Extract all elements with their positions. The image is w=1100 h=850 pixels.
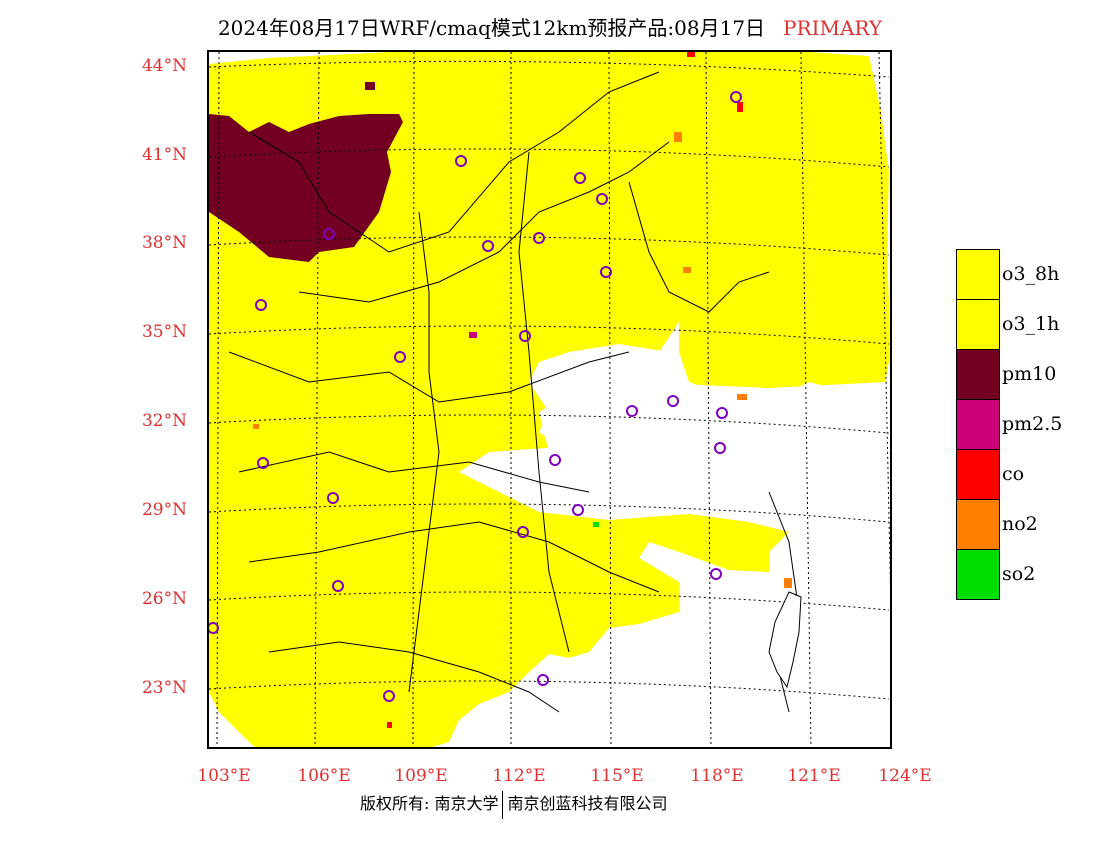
lat-label-23n: 23°N bbox=[141, 678, 187, 698]
map-title: 2024年08月17日WRF/cmaq模式12km预报产品:08月17日 PRIM… bbox=[0, 12, 1100, 41]
company-text: 南京创蓝科技有限公司 bbox=[507, 794, 668, 813]
legend-label-pm10: pm10 bbox=[1002, 363, 1057, 385]
legend-label-so2: so2 bbox=[1002, 563, 1036, 585]
taiwan-outline bbox=[768, 591, 802, 689]
legend-labels: o3_8h o3_1h pm10 pm2.5 co no2 so2 bbox=[1002, 249, 1062, 599]
lon-label-115e: 115°E bbox=[590, 766, 644, 786]
legend-label-o3_1h: o3_1h bbox=[1002, 313, 1060, 335]
lon-label-118e: 118°E bbox=[690, 766, 744, 786]
legend-swatch-pm10 bbox=[957, 350, 999, 400]
primary-tag: PRIMARY bbox=[783, 16, 883, 40]
lat-label-35n: 35°N bbox=[141, 322, 187, 342]
forecast-map[interactable] bbox=[207, 50, 892, 749]
legend-label-pm25: pm2.5 bbox=[1002, 413, 1063, 435]
lon-label-109e: 109°E bbox=[394, 766, 448, 786]
copyright-text: 版权所有: 南京大学 bbox=[360, 794, 499, 813]
legend-swatch-o3_1h bbox=[957, 300, 999, 350]
lat-label-26n: 26°N bbox=[141, 589, 187, 609]
lat-label-38n: 38°N bbox=[141, 233, 187, 253]
clean-air-region-delta bbox=[539, 322, 890, 492]
province-borders bbox=[228, 71, 800, 713]
lon-label-106e: 106°E bbox=[297, 766, 351, 786]
lon-label-121e: 121°E bbox=[787, 766, 841, 786]
legend-swatch-no2 bbox=[957, 500, 999, 550]
lat-label-41n: 41°N bbox=[141, 145, 187, 165]
legend-swatch-o3_8h bbox=[957, 250, 999, 300]
lon-label-124e: 124°E bbox=[878, 766, 932, 786]
legend-swatch-co bbox=[957, 450, 999, 500]
copyright-footer: 版权所有: 南京大学 南京创蓝科技有限公司 bbox=[360, 790, 668, 819]
lon-label-112e: 112°E bbox=[492, 766, 546, 786]
legend-label-no2: no2 bbox=[1002, 513, 1038, 535]
legend-label-co: co bbox=[1002, 463, 1025, 485]
city-markers bbox=[209, 91, 742, 702]
lat-label-32n: 32°N bbox=[141, 411, 187, 431]
pollutant-pixels bbox=[253, 52, 792, 728]
o3-coverage-region bbox=[209, 52, 890, 747]
legend-swatch-so2 bbox=[957, 550, 999, 599]
legend-label-o3_8h: o3_8h bbox=[1002, 263, 1060, 285]
legend-swatches bbox=[956, 249, 1000, 600]
legend-swatch-pm25 bbox=[957, 400, 999, 450]
lat-label-29n: 29°N bbox=[141, 500, 187, 520]
title-text: 2024年08月17日WRF/cmaq模式12km预报产品:08月17日 bbox=[217, 16, 766, 40]
footer-divider bbox=[502, 790, 504, 819]
map-canvas bbox=[209, 52, 890, 747]
graticule-lines bbox=[209, 52, 890, 747]
lon-label-103e: 103°E bbox=[197, 766, 251, 786]
lat-label-44n: 44°N bbox=[141, 56, 187, 76]
